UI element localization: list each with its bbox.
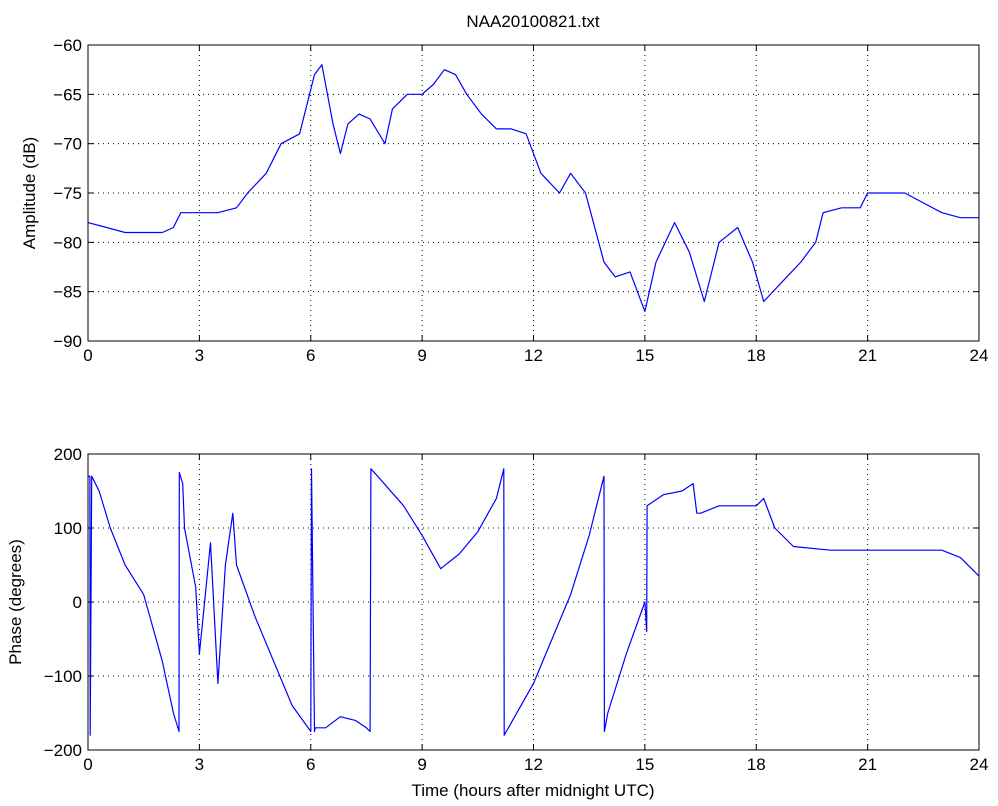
y-tick-label: −65 <box>53 85 82 104</box>
amplitude-panel: NAA20100821.txt 0 3 6 9 12 15 18 21 24 −90 −85 −80 −… <box>20 12 988 365</box>
y-tick-label: −90 <box>53 332 82 351</box>
x-tick-label: 24 <box>970 346 989 365</box>
x-tick-label: 21 <box>858 755 877 774</box>
y-tick-label: 100 <box>54 519 82 538</box>
phase-grid <box>88 454 979 750</box>
x-tick-label: 15 <box>635 346 654 365</box>
amplitude-grid <box>88 45 979 341</box>
amplitude-y-axis-label: Amplitude (dB) <box>20 137 39 249</box>
x-tick-label: 9 <box>417 755 426 774</box>
x-tick-label: 0 <box>83 755 92 774</box>
x-tick-label: 18 <box>747 755 766 774</box>
y-tick-label: −70 <box>53 135 82 154</box>
x-tick-label: 18 <box>747 346 766 365</box>
y-tick-label: −60 <box>53 36 82 55</box>
x-tick-label: 3 <box>195 755 204 774</box>
amplitude-ticks: 0 3 6 9 12 15 18 21 24 −90 −85 −80 −75 −70 −65 −60 <box>53 36 988 365</box>
phase-ticks: 0 3 6 9 12 15 18 21 24 −200 −100 0 100 200 <box>44 445 989 774</box>
x-tick-label: 3 <box>195 346 204 365</box>
x-tick-label: 6 <box>306 346 315 365</box>
y-tick-label: −75 <box>53 184 82 203</box>
y-tick-label: −200 <box>44 741 82 760</box>
phase-panel: 0 3 6 9 12 15 18 21 24 −200 −100 0 100 200 Phase (deg… <box>6 445 988 800</box>
chart-title: NAA20100821.txt <box>466 12 600 31</box>
phase-series-line <box>88 468 980 736</box>
x-tick-label: 0 <box>83 346 92 365</box>
phase-x-axis-label: Time (hours after midnight UTC) <box>411 781 654 800</box>
y-tick-label: 200 <box>54 445 82 464</box>
y-tick-label: −85 <box>53 283 82 302</box>
x-tick-label: 24 <box>970 755 989 774</box>
x-tick-label: 15 <box>635 755 654 774</box>
x-tick-label: 12 <box>524 346 543 365</box>
y-tick-label: 0 <box>73 593 82 612</box>
x-tick-label: 6 <box>306 755 315 774</box>
x-tick-label: 9 <box>417 346 426 365</box>
y-tick-label: −100 <box>44 667 82 686</box>
x-tick-label: 12 <box>524 755 543 774</box>
amplitude-series-line <box>87 64 979 312</box>
y-tick-label: −80 <box>53 233 82 252</box>
phase-y-axis-label: Phase (degrees) <box>6 539 25 665</box>
x-tick-label: 21 <box>858 346 877 365</box>
